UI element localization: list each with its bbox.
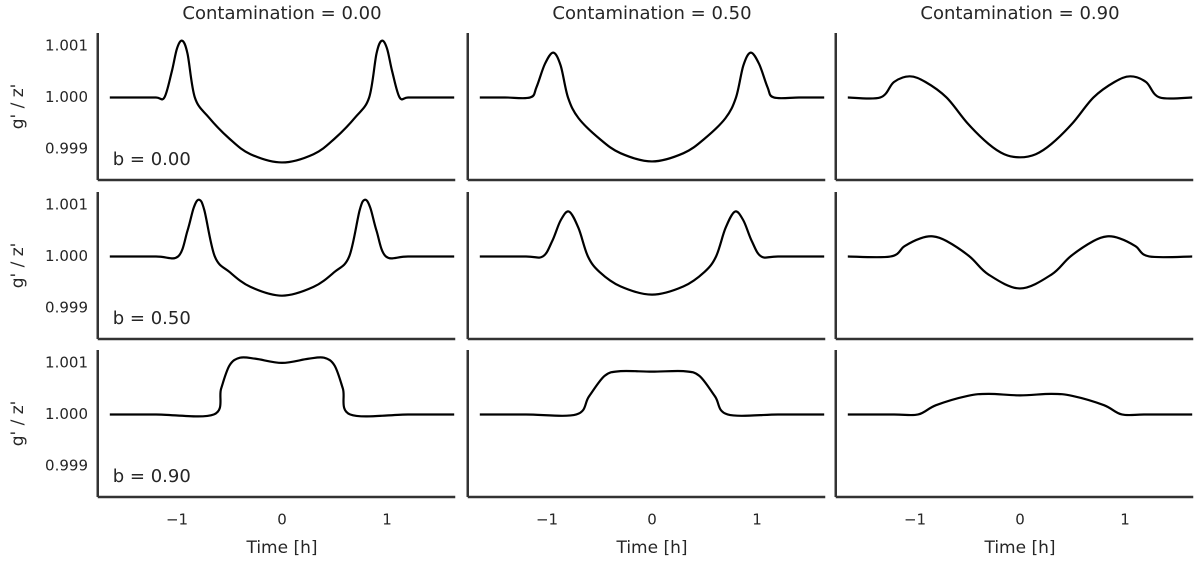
y-tick-label: 1.000: [45, 88, 88, 106]
x-tick-label: 0: [277, 511, 287, 529]
panel-annotation: b = 0.00: [113, 149, 191, 170]
x-axis-label: Time [h]: [245, 538, 317, 558]
curve: [847, 75, 1193, 159]
curve: [109, 198, 455, 297]
y-axis-label: g' / z': [8, 243, 28, 289]
y-axis-label: g' / z': [8, 401, 28, 447]
curve: [847, 392, 1193, 417]
curve: [109, 39, 455, 164]
panel-annotation: b = 0.50: [113, 308, 191, 329]
y-tick-label: 1.000: [45, 405, 88, 423]
y-tick-label: 1.000: [45, 247, 88, 265]
y-axis-label: g' / z': [8, 84, 28, 130]
x-tick-label: 0: [1015, 511, 1025, 529]
y-tick-label: 0.999: [45, 299, 88, 317]
curve: [847, 235, 1193, 290]
panel-title: Contamination = 0.00: [182, 3, 381, 24]
y-tick-label: 1.001: [45, 195, 88, 213]
x-tick-label: −1: [166, 511, 188, 529]
y-tick-label: 0.999: [45, 457, 88, 475]
x-tick-label: 1: [1120, 511, 1130, 529]
y-tick-label: 1.001: [45, 36, 88, 54]
y-tick-label: 0.999: [45, 140, 88, 158]
x-tick-label: 0: [647, 511, 657, 529]
curve: [479, 369, 825, 417]
curve: [109, 356, 455, 418]
y-tick-label: 1.001: [45, 353, 88, 371]
panel-title: Contamination = 0.90: [920, 3, 1119, 24]
curve: [479, 51, 825, 163]
x-tick-label: −1: [904, 511, 926, 529]
x-tick-label: −1: [536, 511, 558, 529]
x-axis-label: Time [h]: [615, 538, 687, 558]
curve: [479, 210, 825, 296]
panel-annotation: b = 0.90: [113, 466, 191, 487]
x-axis-label: Time [h]: [983, 538, 1055, 558]
x-tick-label: 1: [752, 511, 762, 529]
panel-title: Contamination = 0.50: [552, 3, 751, 24]
x-tick-label: 1: [382, 511, 392, 529]
